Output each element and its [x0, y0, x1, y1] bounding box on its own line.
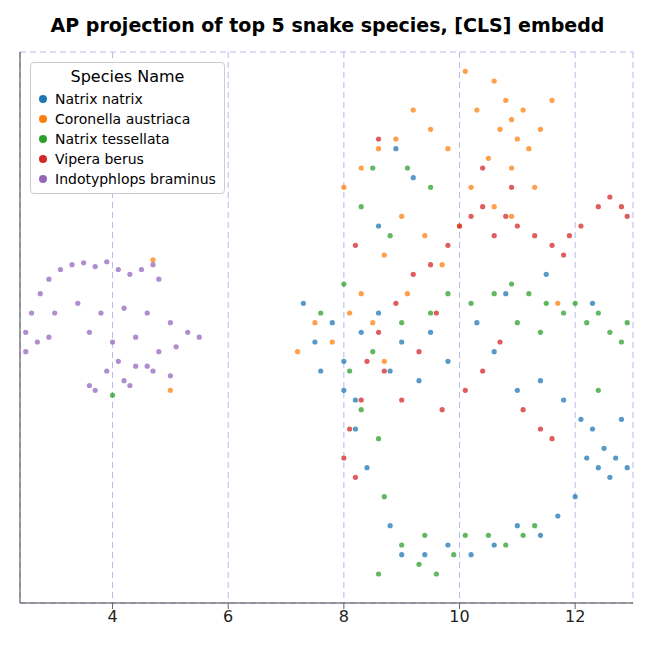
- html-text:Coronella austriaca: Coronella austriaca: [55, 111, 191, 127]
- svg-text:8: 8: [339, 607, 349, 626]
- html-text:AP projection of top 5 snake s: AP projection of top 5 snake species, [C…: [50, 14, 605, 36]
- svg-text:6: 6: [223, 607, 233, 626]
- svg-text:12: 12: [565, 607, 585, 626]
- svg-text:4: 4: [107, 607, 117, 626]
- html-text:Species Name: Species Name: [70, 67, 185, 86]
- svg-text:10: 10: [449, 607, 469, 626]
- html-text:Indotyphlops braminus: Indotyphlops braminus: [55, 171, 216, 187]
- html-text:Natrix tessellata: Natrix tessellata: [55, 131, 170, 147]
- html-text:Natrix natrix: Natrix natrix: [55, 91, 143, 107]
- html-text:Vipera berus: Vipera berus: [55, 151, 144, 167]
